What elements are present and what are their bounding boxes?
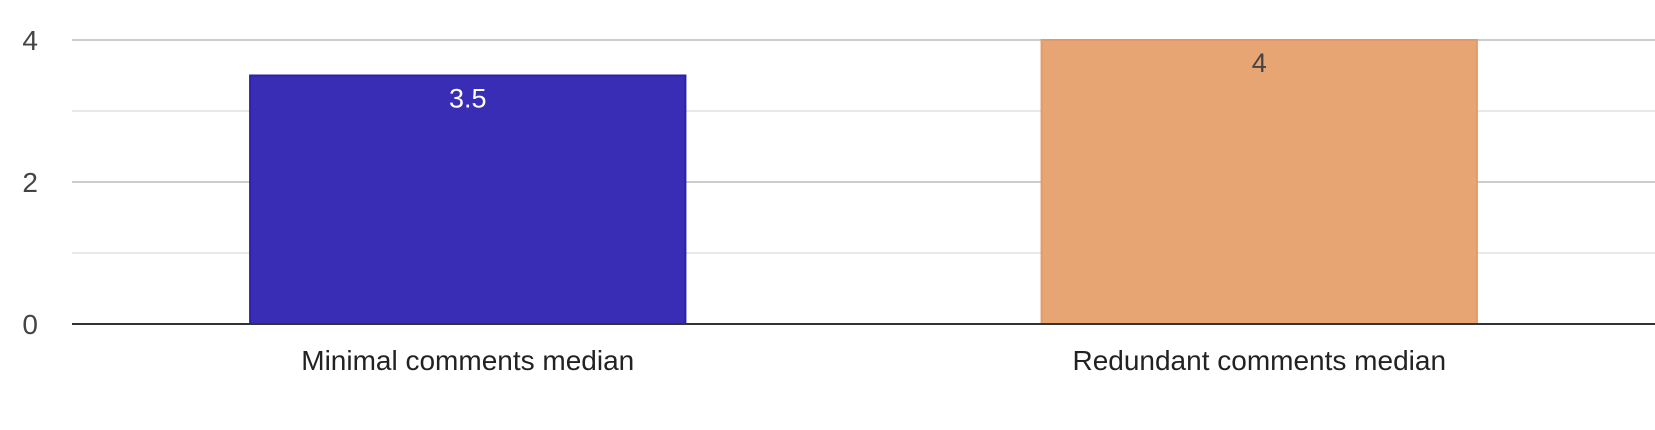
bar-1 [249,74,687,325]
bar-2 [1040,39,1478,325]
y-tick-label: 0 [22,309,38,340]
y-tick-label: 2 [22,167,38,198]
labels: 3.5 Minimal comments median 4 Redundant com… [22,25,1446,376]
data-label-2: 4 [1252,48,1267,78]
data-label-1: 3.5 [449,84,487,114]
y-tick-label: 4 [22,25,38,56]
x-tick-label-2: Redundant comments median [1072,345,1446,376]
x-tick-label-1: Minimal comments median [301,345,634,376]
